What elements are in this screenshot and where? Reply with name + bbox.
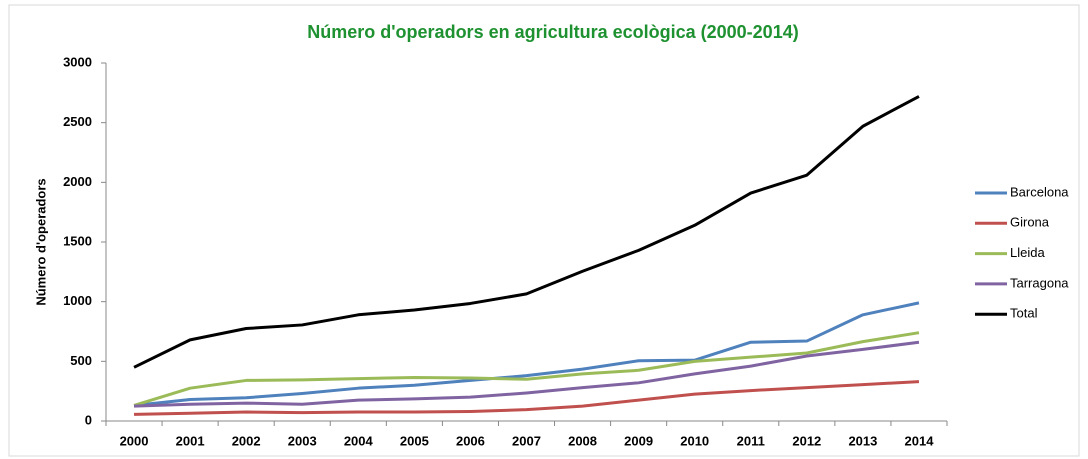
series-line — [133, 95, 920, 369]
x-tick-label: 2014 — [905, 433, 935, 448]
x-tick-label: 2006 — [456, 433, 485, 448]
y-tick-label: 1500 — [63, 233, 92, 248]
legend-label: Girona — [1010, 215, 1050, 230]
series-line — [133, 301, 920, 407]
legend-label: Barcelona — [1010, 184, 1069, 199]
x-tick-label: 2009 — [624, 433, 653, 448]
series-line — [133, 340, 920, 408]
x-tick-label: 2004 — [344, 433, 374, 448]
x-tick-label: 2013 — [848, 433, 877, 448]
y-tick-label: 3000 — [63, 54, 92, 69]
x-tick-label: 2001 — [176, 433, 205, 448]
chart-frame — [8, 4, 1080, 457]
y-tick-label: 0 — [85, 412, 92, 427]
legend-label: Lleida — [1010, 245, 1045, 260]
x-tick-label: 2000 — [120, 433, 149, 448]
chart-title: Número d'operadors en agricultura ecològ… — [307, 22, 798, 42]
x-tick-label: 2008 — [568, 433, 597, 448]
legend-label: Tarragona — [1010, 275, 1069, 290]
legend-label: Total — [1010, 306, 1038, 321]
y-tick-label: 500 — [70, 353, 92, 368]
y-axis-label: Número d'operadors — [33, 178, 48, 305]
y-tick-label: 1000 — [63, 293, 92, 308]
y-tick-label: 2500 — [63, 114, 92, 129]
x-tick-label: 2002 — [232, 433, 261, 448]
y-tick-label: 2000 — [63, 174, 92, 189]
x-tick-label: 2010 — [680, 433, 709, 448]
x-tick-label: 2007 — [512, 433, 541, 448]
series-line — [134, 380, 920, 416]
x-tick-label: 2012 — [792, 433, 821, 448]
series-line — [133, 331, 920, 407]
x-tick-label: 2011 — [737, 433, 765, 448]
x-tick-label: 2005 — [400, 433, 429, 448]
x-tick-label: 2003 — [288, 433, 317, 448]
